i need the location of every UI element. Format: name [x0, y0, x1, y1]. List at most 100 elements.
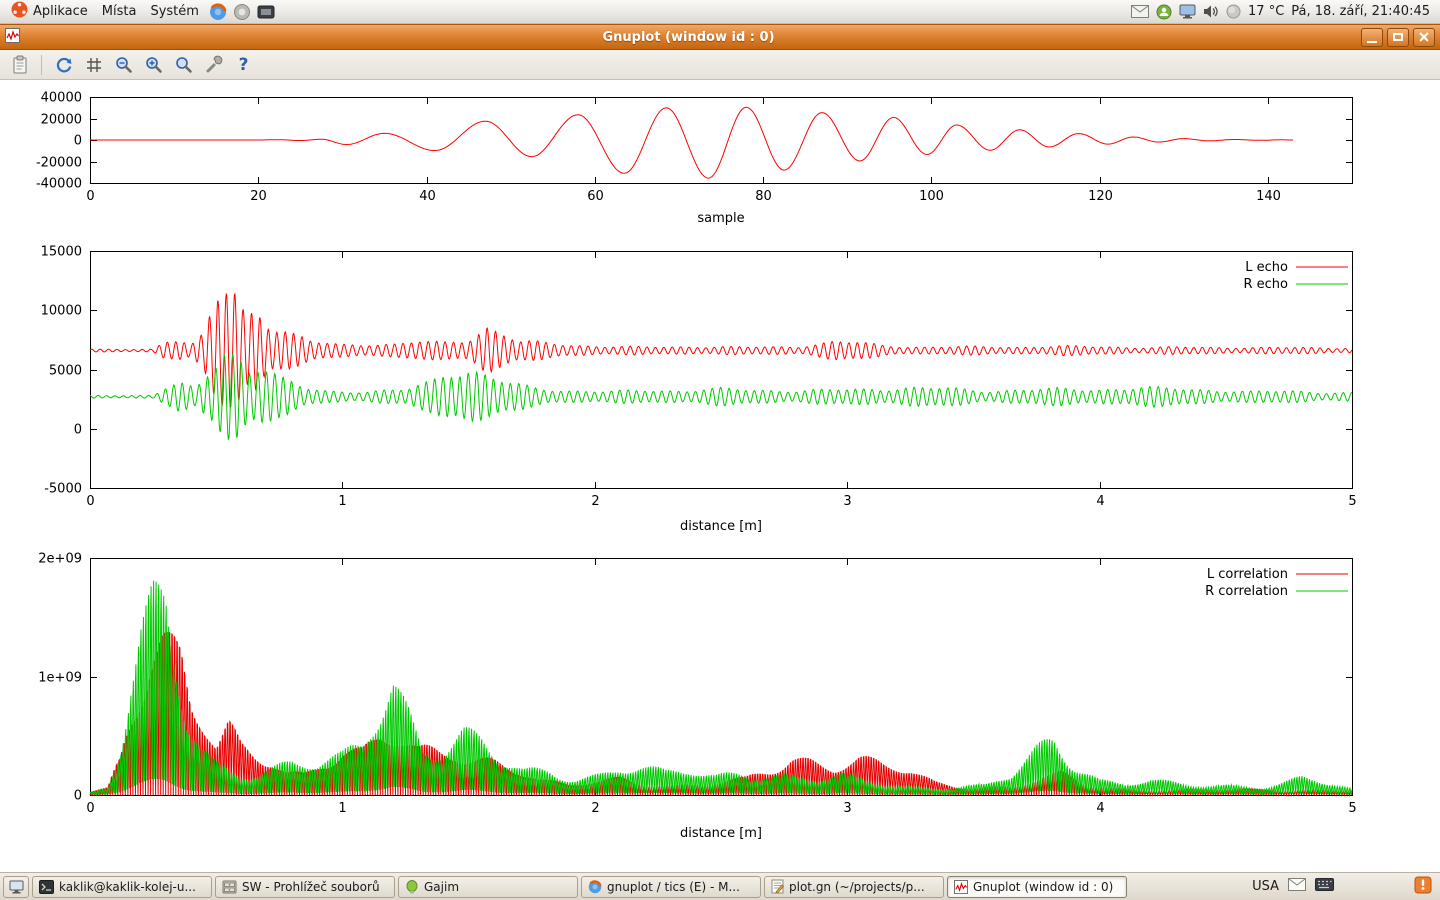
x-tick-label: 120	[1088, 189, 1113, 204]
keyboard-indicator-icon[interactable]	[1315, 878, 1334, 895]
help-button[interactable]: ?	[230, 52, 257, 77]
task-file-manager[interactable]: SW - Prohlížeč souborů	[215, 876, 395, 898]
update-notifier-icon[interactable]	[1414, 876, 1432, 898]
clock[interactable]: Pá, 18. září, 21:40:45	[1291, 4, 1430, 19]
task-gajim[interactable]: Gajim	[398, 876, 578, 898]
y-tick-label: 10000	[41, 304, 82, 319]
r-correlation-series	[90, 581, 1352, 795]
x-tick-label: 5	[1348, 801, 1356, 816]
places-menu-label: Místa	[102, 4, 137, 19]
wrench-icon	[204, 55, 224, 75]
y-tick-label: -5000	[44, 482, 82, 497]
system-menu[interactable]: Systém	[143, 1, 205, 23]
x-tick-label: 1	[338, 801, 346, 816]
configure-button[interactable]	[200, 52, 227, 77]
x-tick-label: 60	[587, 189, 604, 204]
clipboard-icon	[11, 55, 29, 75]
zoom-next-button[interactable]	[140, 52, 167, 77]
system-tray: 17 °C Pá, 18. září, 21:40:45	[1131, 4, 1436, 20]
terminal-icon	[39, 880, 54, 894]
top-panel: Aplikace Místa Systém 17 °C Pá, 18. září…	[0, 0, 1440, 24]
autoscale-button[interactable]	[170, 52, 197, 77]
task-text-editor[interactable]: plot.gn (~/projects/p...	[764, 876, 944, 898]
volume-icon[interactable]	[1203, 4, 1219, 19]
gajim-icon	[405, 880, 419, 894]
y-tick-label: 0	[74, 789, 82, 804]
task-label: Gnuplot (window id : 0)	[973, 880, 1113, 894]
help-launcher[interactable]	[230, 1, 254, 23]
taskbar: kaklik@kaklik-kolej-u... SW - Prohlížeč …	[0, 872, 1440, 900]
y-tick-label: 1e+09	[38, 671, 82, 686]
plot-echo-traces[interactable]: 012345-5000050001000015000distance [m]L …	[0, 236, 1440, 546]
x-tick-label: 3	[843, 494, 851, 509]
maximize-icon	[1393, 33, 1403, 41]
firefox-icon	[209, 3, 227, 21]
x-axis-label: distance [m]	[680, 519, 762, 534]
text-editor-icon	[771, 879, 784, 894]
help-icon	[233, 3, 251, 21]
y-tick-label: 5000	[49, 364, 82, 379]
window-titlebar[interactable]: Gnuplot (window id : 0)	[0, 24, 1440, 50]
grid-icon	[85, 56, 103, 74]
y-tick-label: 40000	[41, 91, 82, 106]
y-tick-label: 20000	[41, 113, 82, 128]
magnifier-icon	[174, 55, 194, 75]
y-tick-label: -20000	[36, 156, 82, 171]
task-gnuplot[interactable]: Gnuplot (window id : 0)	[947, 876, 1127, 898]
weather-icon[interactable]	[1226, 4, 1241, 19]
display-tray-icon[interactable]	[1179, 4, 1196, 19]
plot-sample-waveform[interactable]: 020406080100120140-40000-200000200004000…	[0, 81, 1440, 236]
user-switcher-icon[interactable]	[1156, 4, 1172, 20]
x-tick-label: 140	[1256, 189, 1281, 204]
x-tick-label: 0	[86, 189, 94, 204]
toolbar-separator	[41, 55, 42, 75]
y-tick-label: 15000	[41, 245, 82, 260]
x-tick-label: 20	[250, 189, 267, 204]
window-icon	[5, 28, 20, 47]
desktop-icon	[9, 880, 24, 894]
task-label: kaklik@kaklik-kolej-u...	[59, 880, 196, 894]
task-firefox[interactable]: gnuplot / tics (E) - M...	[581, 876, 761, 898]
show-desktop-button[interactable]	[3, 876, 29, 898]
system-menu-label: Systém	[150, 4, 198, 19]
firefox-launcher[interactable]	[206, 1, 230, 23]
legend-label: R echo	[1243, 277, 1288, 292]
toggle-grid-button[interactable]	[80, 52, 107, 77]
x-tick-label: 5	[1348, 494, 1356, 509]
mail-notifier-icon[interactable]	[1288, 878, 1306, 895]
plot-correlation-traces[interactable]: 01234501e+092e+09distance [m]L correlati…	[0, 546, 1440, 846]
plot-border	[91, 559, 1353, 796]
magnifier-plus-icon	[144, 55, 164, 75]
y-tick-label: 0	[74, 134, 82, 149]
keyboard-layout-indicator[interactable]: USA	[1252, 879, 1279, 894]
copy-to-clipboard-button[interactable]	[6, 52, 33, 77]
close-icon	[1419, 32, 1429, 42]
replot-button[interactable]	[50, 52, 77, 77]
firefox-icon	[588, 880, 602, 894]
places-menu[interactable]: Místa	[95, 1, 144, 23]
minimize-button[interactable]	[1361, 28, 1383, 47]
mail-tray-icon[interactable]	[1131, 5, 1149, 18]
close-button[interactable]	[1413, 28, 1435, 47]
zoom-previous-button[interactable]	[110, 52, 137, 77]
y-tick-label: 0	[74, 423, 82, 438]
minimize-icon	[1367, 41, 1377, 43]
y-tick-label: 2e+09	[38, 552, 82, 567]
plot-border	[91, 98, 1353, 184]
gnuplot-toolbar: ?	[0, 50, 1440, 80]
gnuplot-icon	[954, 880, 968, 894]
r-echo-series	[90, 354, 1352, 439]
screenshot-launcher[interactable]	[254, 1, 278, 23]
taskbar-tray: USA	[1252, 876, 1437, 898]
x-tick-label: 4	[1096, 494, 1104, 509]
file-manager-icon	[222, 880, 237, 894]
task-label: plot.gn (~/projects/p...	[789, 880, 925, 894]
applications-menu[interactable]: Aplikace	[4, 1, 95, 23]
x-axis-label: sample	[697, 211, 744, 226]
x-tick-label: 1	[338, 494, 346, 509]
maximize-button[interactable]	[1387, 28, 1409, 47]
task-label: SW - Prohlížeč souborů	[242, 880, 380, 894]
task-terminal[interactable]: kaklik@kaklik-kolej-u...	[32, 876, 212, 898]
signal-series	[90, 107, 1293, 178]
temperature[interactable]: 17 °C	[1248, 4, 1284, 19]
